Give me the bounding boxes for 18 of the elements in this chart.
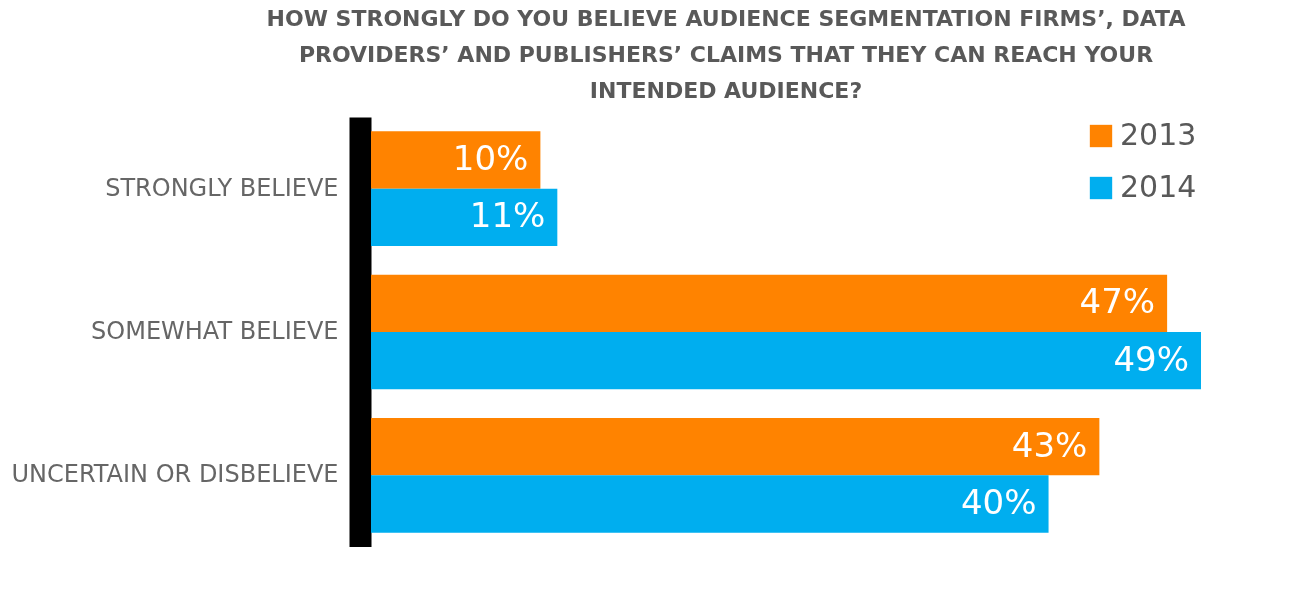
y-tick-label: UNCERTAIN OR DISBELIEVE: [11, 460, 339, 489]
data-label: 47%: [1079, 281, 1156, 322]
bar: [371, 131, 541, 189]
data-label: 43%: [1011, 424, 1088, 465]
bar: [371, 418, 1100, 476]
y-tick-label: SOMEWHAT BELIEVE: [91, 317, 339, 345]
bar: [371, 332, 1201, 390]
data-label: 11%: [469, 195, 546, 236]
data-label: 49%: [1113, 338, 1189, 379]
data-label: 10%: [452, 138, 529, 178]
data-label: 40%: [960, 482, 1037, 522]
bar: [371, 475, 1049, 533]
y-tick-label: STRONGLY BELIEVE: [105, 173, 339, 202]
bar: [371, 274, 1168, 332]
legend-label: 2013: [1120, 117, 1197, 152]
bar: [371, 188, 558, 246]
chart-title: HOW STRONGLY DO YOU BELIEVE AUDIENCE SEGMENTATION FIRMS’, DATA PROVIDERS’ AND PUBLISHERS’ CLAIMS THAT THEY CAN REACH YOUR INTENDED AUDIENCE?: [266, 6, 1186, 103]
legend-label: 2014: [1120, 169, 1197, 204]
